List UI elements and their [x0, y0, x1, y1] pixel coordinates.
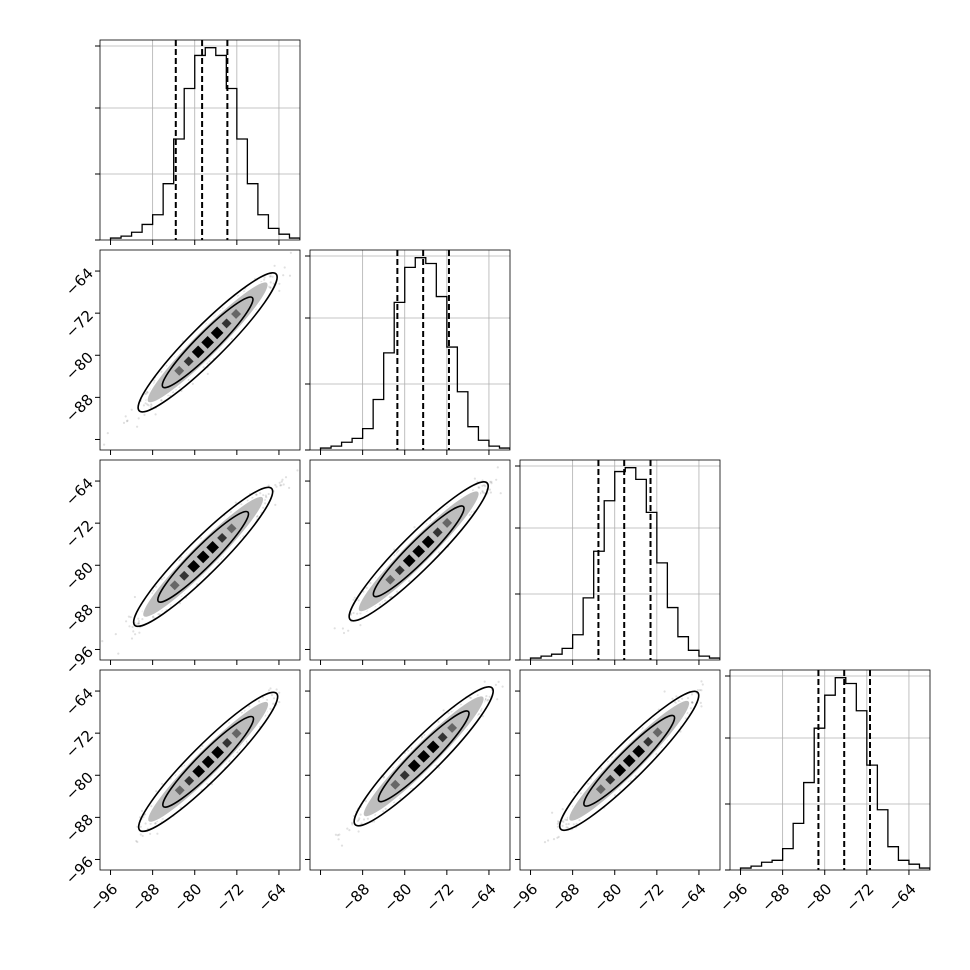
y-tick-label: −96: [62, 853, 97, 888]
histogram-panel-2: [515, 459, 721, 665]
x-tick-label: −96: [506, 880, 541, 915]
histogram-step: [319, 257, 510, 450]
x-tick-label: −64: [885, 880, 920, 915]
contour-1sigma: [377, 710, 470, 803]
x-tick-label: −64: [255, 880, 290, 915]
panel-frame: [729, 669, 931, 871]
density-cell: [201, 336, 214, 349]
pair-panel-2-1: [305, 459, 511, 665]
density-cell: [183, 356, 194, 367]
histogram-step: [109, 47, 300, 240]
panel-frame: [99, 459, 301, 661]
density-cell: [432, 527, 443, 538]
x-tick-label: −88: [758, 880, 793, 915]
pair-panel-3-1: [305, 669, 511, 875]
x-tick-label: −72: [632, 880, 667, 915]
density-cell: [174, 365, 185, 376]
x-tick-label: −80: [380, 880, 415, 915]
pair-panel-2-0: [95, 459, 301, 665]
x-tick-label: −72: [422, 880, 457, 915]
density-cell: [652, 727, 663, 738]
x-tick-label: −80: [170, 880, 205, 915]
histogram-step: [739, 677, 930, 870]
y-tick-label: −88: [62, 601, 97, 636]
contour-2sigma: [353, 686, 494, 827]
x-tick-label: −96: [86, 880, 121, 915]
panel-frame: [99, 249, 301, 451]
density-cell: [179, 570, 190, 581]
contour-2sigma: [348, 481, 489, 622]
y-tick-label: −64: [62, 684, 97, 719]
density-cell: [399, 770, 410, 781]
contour-1sigma: [162, 715, 255, 808]
density-cell: [210, 326, 224, 340]
x-tick-label: −88: [338, 880, 373, 915]
x-tick-label: −96: [716, 880, 751, 915]
y-tick-label: −88: [62, 391, 97, 426]
contour-2sigma: [558, 690, 700, 832]
x-tick-label: −88: [128, 880, 163, 915]
histogram-step: [529, 467, 720, 660]
panel-frame: [309, 459, 511, 661]
y-tick-label: −72: [62, 726, 97, 761]
panel-frame: [519, 669, 721, 871]
density-cell: [394, 565, 405, 576]
density-cell: [605, 774, 616, 785]
x-tick-label: −80: [590, 880, 625, 915]
y-tick-label: −80: [62, 349, 97, 384]
panel-frame: [99, 39, 301, 241]
pair-panel-3-2: [515, 669, 721, 875]
contour-1sigma: [157, 510, 250, 603]
density-cell: [437, 732, 448, 743]
density-cell: [226, 523, 237, 534]
panel-frame: [519, 459, 721, 661]
density-cell: [390, 779, 401, 790]
panel-frame: [309, 249, 511, 451]
y-tick-label: −88: [62, 811, 97, 846]
contour-1sigma: [372, 505, 465, 598]
y-tick-label: −72: [62, 306, 97, 341]
x-tick-label: −72: [842, 880, 877, 915]
density-cell: [221, 318, 232, 329]
y-tick-label: −80: [62, 559, 97, 594]
x-tick-label: −72: [212, 880, 247, 915]
x-tick-label: −64: [675, 880, 710, 915]
pair-panel-3-0: [95, 669, 301, 875]
contour-2sigma: [137, 691, 279, 833]
contour-1sigma: [161, 296, 254, 389]
histogram-panel-0: [95, 39, 301, 245]
histogram-panel-1: [305, 249, 511, 455]
contour-2sigma: [137, 272, 278, 413]
density-cell: [222, 737, 233, 748]
density-cell: [447, 722, 458, 733]
x-tick-label: −80: [800, 880, 835, 915]
y-tick-label: −72: [62, 516, 97, 551]
histogram-panel-3: [725, 669, 931, 875]
contour-2sigma: [132, 486, 274, 628]
density-cell: [184, 775, 195, 786]
density-cell: [169, 580, 180, 591]
contour-1sigma: [583, 714, 676, 807]
y-tick-label: −96: [62, 643, 97, 678]
y-tick-label: −80: [62, 769, 97, 804]
y-tick-label: −64: [62, 474, 97, 509]
x-tick-label: −64: [465, 880, 500, 915]
density-cell: [217, 532, 228, 543]
panel-frame: [99, 669, 301, 871]
density-cell: [385, 574, 396, 585]
x-tick-label: −88: [548, 880, 583, 915]
density-cell: [595, 784, 606, 795]
y-tick-label: −64: [62, 264, 97, 299]
panel-frame: [309, 669, 511, 871]
density-cell: [231, 308, 242, 319]
density-cell: [643, 736, 654, 747]
density-cell: [174, 785, 185, 796]
density-cell: [442, 517, 453, 528]
density-cell: [191, 345, 205, 359]
pair-panel-1-0: [95, 249, 301, 455]
density-cell: [231, 728, 242, 739]
